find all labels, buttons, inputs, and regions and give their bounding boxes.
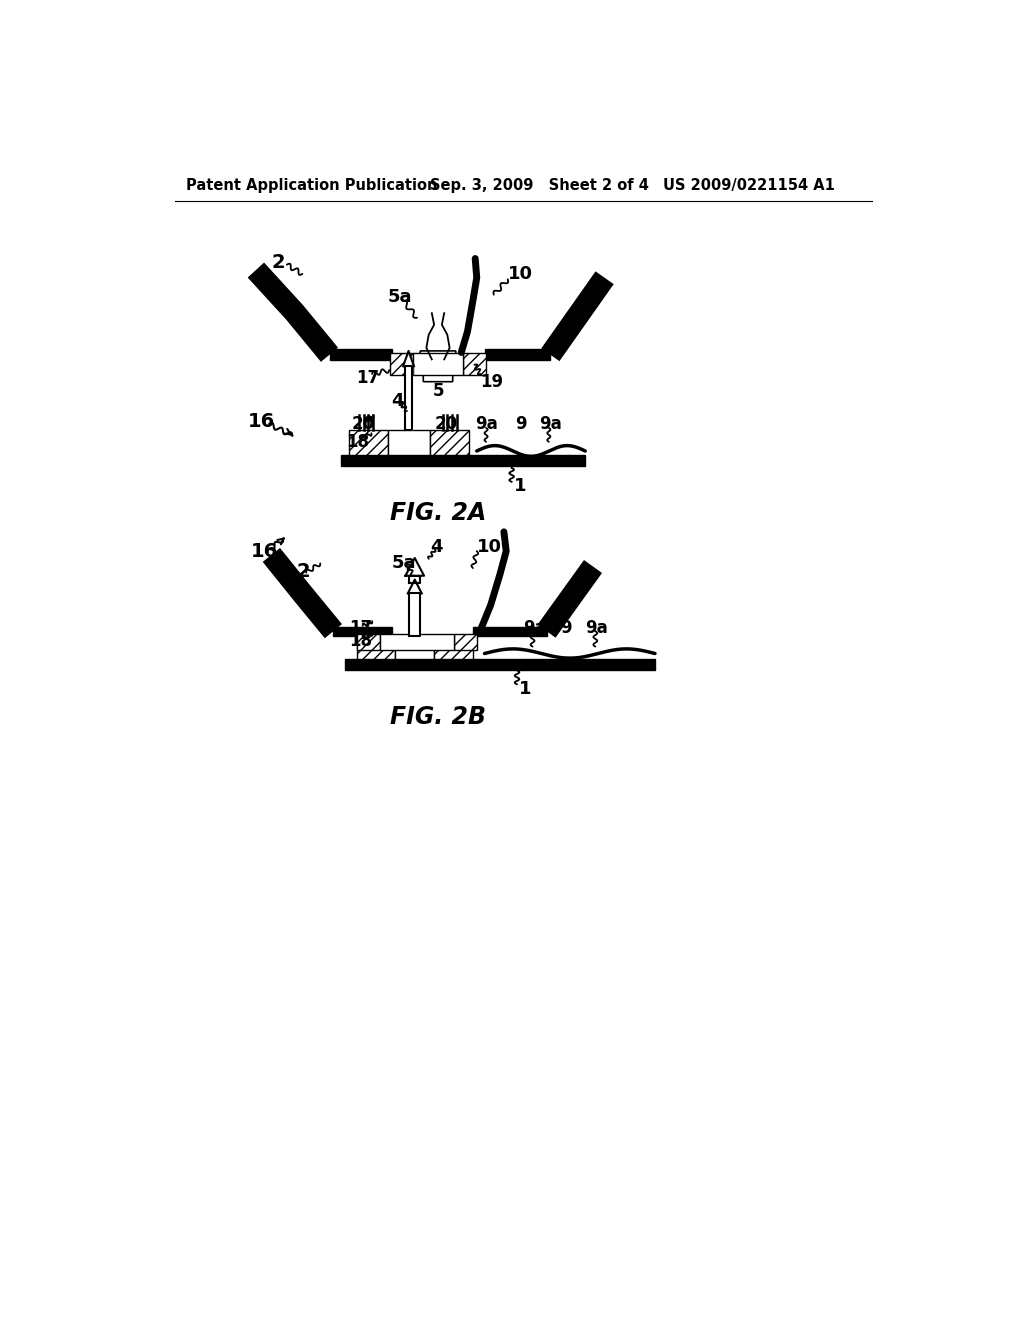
Text: 10: 10 bbox=[477, 539, 502, 556]
Bar bbox=[349, 430, 388, 455]
Text: 5a: 5a bbox=[391, 553, 416, 572]
Text: 19: 19 bbox=[480, 372, 504, 391]
Text: 10: 10 bbox=[508, 265, 532, 282]
Text: 9a: 9a bbox=[475, 414, 498, 433]
Bar bbox=[356, 636, 395, 659]
Polygon shape bbox=[410, 576, 420, 583]
Text: 9a: 9a bbox=[539, 414, 561, 433]
Bar bbox=[414, 354, 463, 375]
Text: FIG. 2A: FIG. 2A bbox=[390, 500, 486, 524]
Text: Sep. 3, 2009   Sheet 2 of 4: Sep. 3, 2009 Sheet 2 of 4 bbox=[430, 178, 649, 193]
Text: 5a: 5a bbox=[388, 288, 412, 306]
Polygon shape bbox=[403, 351, 414, 367]
Bar bbox=[434, 636, 473, 659]
Bar bbox=[395, 636, 434, 659]
Text: 1: 1 bbox=[514, 477, 526, 495]
FancyBboxPatch shape bbox=[423, 359, 453, 381]
Text: 16: 16 bbox=[251, 541, 278, 561]
Text: 16: 16 bbox=[248, 412, 275, 432]
Text: 2: 2 bbox=[271, 253, 285, 272]
Text: 1: 1 bbox=[519, 680, 531, 698]
Text: 9a: 9a bbox=[523, 619, 546, 638]
Text: 20: 20 bbox=[434, 414, 458, 433]
Text: 9: 9 bbox=[560, 619, 572, 638]
Text: 18: 18 bbox=[346, 433, 370, 450]
Polygon shape bbox=[408, 579, 422, 594]
Polygon shape bbox=[341, 455, 586, 466]
Text: 5: 5 bbox=[432, 381, 443, 400]
Bar bbox=[390, 354, 414, 375]
Text: US 2009/0221154 A1: US 2009/0221154 A1 bbox=[663, 178, 835, 193]
Polygon shape bbox=[345, 659, 655, 669]
Bar bbox=[430, 430, 469, 455]
Text: 18: 18 bbox=[349, 632, 372, 651]
Text: 17: 17 bbox=[356, 368, 380, 387]
Polygon shape bbox=[410, 594, 420, 636]
Text: FIG. 2B: FIG. 2B bbox=[390, 705, 486, 729]
Bar bbox=[463, 354, 486, 375]
Polygon shape bbox=[330, 350, 391, 360]
Polygon shape bbox=[473, 627, 547, 636]
Bar bbox=[356, 635, 380, 649]
Polygon shape bbox=[484, 350, 550, 360]
Text: Patent Application Publication: Patent Application Publication bbox=[186, 178, 437, 193]
Polygon shape bbox=[334, 627, 391, 636]
Text: 4: 4 bbox=[391, 392, 404, 411]
FancyBboxPatch shape bbox=[420, 351, 456, 367]
Text: 9: 9 bbox=[515, 414, 527, 433]
Text: 20: 20 bbox=[351, 414, 375, 433]
Text: 2: 2 bbox=[297, 562, 310, 581]
Text: 9a: 9a bbox=[586, 619, 608, 638]
Bar bbox=[380, 635, 454, 649]
Text: 17: 17 bbox=[349, 619, 372, 638]
Polygon shape bbox=[404, 367, 413, 430]
Bar bbox=[454, 635, 477, 649]
Polygon shape bbox=[406, 558, 424, 576]
Text: 4: 4 bbox=[430, 539, 442, 556]
Bar bbox=[388, 430, 430, 455]
